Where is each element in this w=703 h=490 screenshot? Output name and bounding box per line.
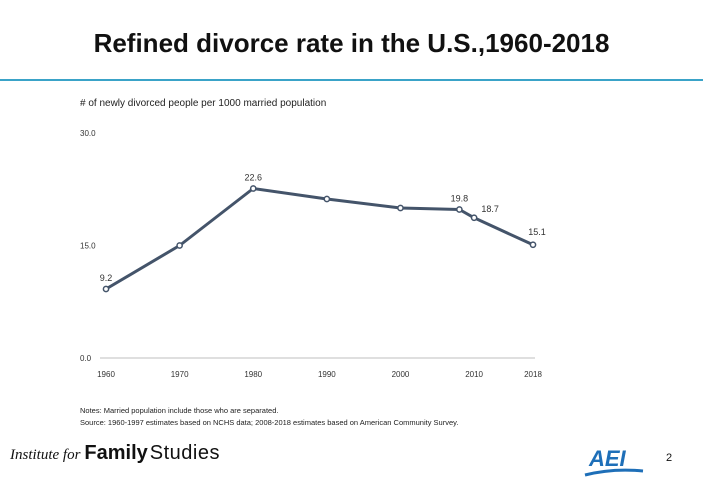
data-label: 18.7 [481,204,499,214]
x-tick-label: 2010 [465,370,483,379]
y-tick-label: 30.0 [80,129,96,138]
data-point [529,241,537,249]
aei-logo: AEI [584,446,644,477]
x-tick-label: 2018 [524,370,542,379]
institute-logo: Institute for Family Studies [10,442,220,465]
slide-title: Refined divorce rate in the U.S.,1960-20… [93,28,610,58]
y-tick-label: 15.0 [80,242,96,251]
studies-text: Studies [149,442,220,464]
data-label: 22.6 [244,173,262,183]
aei-logo-text: AEI [588,446,627,471]
data-labels: 9.2 22.6 19.8 18.7 15.1 [100,173,546,284]
data-point [397,204,404,212]
source-line: Source: 1960-1997 estimates based on NCH… [80,418,459,427]
y-tick-label: 0.0 [80,354,92,363]
data-point [470,214,478,222]
series-line [105,187,534,291]
notes-line: Notes: Married population include those … [80,406,279,415]
data-point [102,285,110,293]
institute-for-text: Institute for [10,447,81,463]
family-text: Family [84,442,148,464]
x-tick-label: 1960 [97,370,115,379]
data-label: 19.8 [451,194,469,204]
x-tick-label: 2000 [392,370,410,379]
x-tick-label: 1990 [318,370,336,379]
chart-notes: Notes: Married population include those … [80,405,458,429]
page-number: 2 [666,452,673,464]
data-point [249,185,257,192]
x-tick-label: 1970 [171,370,189,379]
y-tick-labels: 0.0 15.0 30.0 [80,129,96,363]
data-label: 9.2 [100,273,113,283]
data-point [456,206,463,213]
series-markers [102,185,537,293]
data-point [176,242,183,249]
line-chart: # of newly divorced people per 1000 marr… [80,98,546,379]
title-divider [0,79,703,81]
aei-swoosh-icon [584,468,644,477]
data-label: 15.1 [528,227,546,237]
y-axis-label: # of newly divorced people per 1000 marr… [80,98,326,109]
x-tick-label: 1980 [244,370,262,379]
data-point [323,195,331,203]
x-tick-labels: 1960 1970 1980 1990 2000 2010 2018 [97,370,542,379]
